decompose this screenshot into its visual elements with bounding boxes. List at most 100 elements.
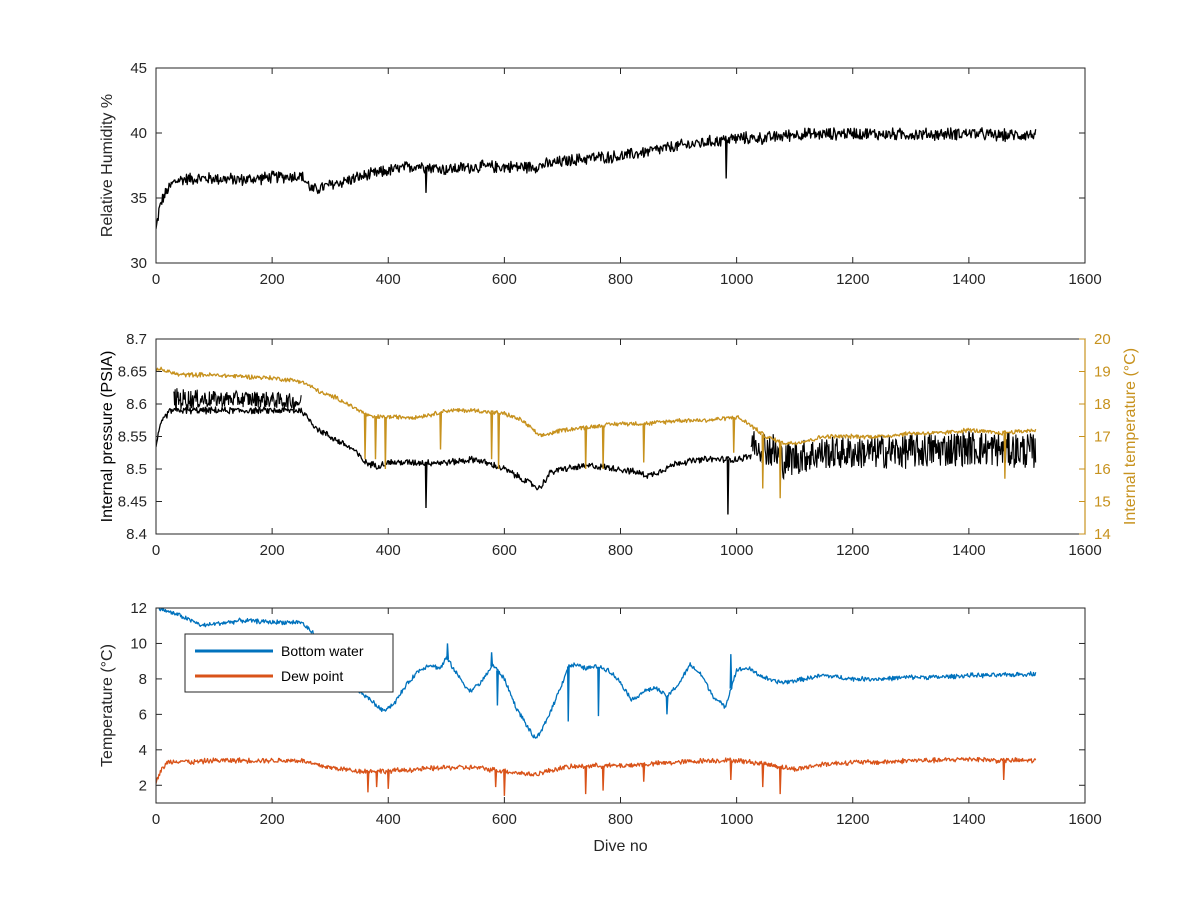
spike-mark — [729, 654, 733, 689]
spike-mark — [778, 766, 782, 795]
spike-mark — [732, 417, 736, 453]
x-tick-label: 1000 — [720, 811, 753, 828]
spike-mark — [601, 765, 605, 791]
x-tick-label: 800 — [608, 271, 633, 288]
spike-mark — [584, 766, 588, 795]
spike-mark — [642, 423, 646, 463]
y-tick-label: 4 — [139, 742, 147, 759]
spike-mark — [496, 670, 499, 706]
y-axis-label: Internal pressure (PSIA) — [99, 351, 116, 523]
spike-mark — [384, 416, 387, 470]
x-tick-label: 400 — [376, 811, 401, 828]
spike-mark — [503, 771, 506, 796]
x-tick-label: 1200 — [836, 542, 869, 559]
y-tick-label: 8.7 — [126, 331, 147, 348]
y-tick-label: 8.6 — [126, 396, 147, 413]
x-tick-label: 400 — [376, 542, 401, 559]
y-tick-label: 30 — [130, 255, 147, 272]
y2-tick-label: 19 — [1094, 364, 1111, 381]
spike-mark — [665, 696, 669, 715]
x-tick-label: 1400 — [952, 811, 985, 828]
x-axis-label: Dive no — [593, 838, 647, 855]
y-axis-label: Temperature (°C) — [99, 644, 116, 767]
x-tick-label: 800 — [608, 542, 633, 559]
x-tick-label: 1200 — [836, 811, 869, 828]
x-tick-label: 1000 — [720, 542, 753, 559]
spike-mark — [386, 771, 390, 789]
band-series-1-1 — [173, 388, 302, 411]
x-tick-label: 200 — [260, 811, 285, 828]
x-tick-label: 800 — [608, 811, 633, 828]
line-series-1-0 — [156, 406, 752, 491]
x-tick-label: 600 — [492, 271, 517, 288]
legend-label: Dew point — [281, 668, 343, 684]
x-tick-label: 600 — [492, 542, 517, 559]
spike-mark — [584, 427, 588, 470]
spike-mark — [439, 412, 443, 450]
spike-mark — [1003, 432, 1007, 479]
spike-mark — [424, 462, 428, 509]
pressure-temperature-panel: 0 200 400 600 800 1000 1200 1400 1600 8.4 8.45 8.5 8… — [99, 331, 1139, 559]
series-group — [156, 366, 1037, 515]
spike-mark — [778, 441, 782, 499]
y-tick-label: 40 — [130, 125, 147, 142]
spike-mark — [497, 413, 501, 470]
spike-mark — [724, 139, 728, 179]
spike-mark — [424, 166, 428, 193]
spike-mark — [729, 760, 733, 780]
x-tick-label: 0 — [152, 542, 160, 559]
spike-mark — [1002, 760, 1006, 780]
x-tick-label: 200 — [260, 542, 285, 559]
y-tick-label: 35 — [130, 190, 147, 207]
y-tick-label: 8 — [139, 671, 147, 688]
spike-mark — [566, 666, 570, 722]
spike-mark — [374, 416, 378, 460]
y2-axis-label: Internal temperature (°C) — [1122, 348, 1139, 525]
x-tick-label: 1400 — [952, 542, 985, 559]
spike-mark — [490, 412, 494, 460]
y-tick-label: 8.65 — [118, 364, 147, 381]
y-tick-label: 6 — [139, 706, 147, 723]
line-series-0-0 — [156, 127, 1037, 230]
y-tick-label: 12 — [130, 600, 147, 617]
y2-tick-label: 18 — [1094, 396, 1111, 413]
spike-mark — [446, 643, 450, 660]
x-tick-label: 1000 — [720, 271, 753, 288]
legend-box — [184, 633, 394, 693]
spike-mark — [642, 764, 646, 782]
y-tick-label: 10 — [130, 635, 147, 652]
x-tick-label: 400 — [376, 271, 401, 288]
y2-tick-label: 17 — [1094, 429, 1111, 446]
x-tick-label: 600 — [492, 811, 517, 828]
band-series-1-2 — [750, 431, 1037, 481]
x-tick-label: 1400 — [952, 271, 985, 288]
y-tick-label: 8.5 — [126, 461, 147, 478]
spike-mark — [366, 771, 370, 793]
y-tick-label: 8.55 — [118, 429, 147, 446]
x-tick-label: 0 — [152, 271, 160, 288]
y-tick-label: 2 — [139, 777, 147, 794]
spike-mark — [597, 666, 601, 717]
spike-mark — [761, 434, 765, 489]
spike-mark — [601, 425, 605, 470]
line-series-bottom-water — [158, 608, 1037, 739]
spike-mark — [490, 652, 494, 667]
x-tick-label: 200 — [260, 271, 285, 288]
y-tick-label: 8.45 — [118, 494, 147, 511]
y-tick-label: 8.4 — [126, 526, 147, 543]
y-axis-label: Relative Humidity % — [99, 94, 116, 237]
humidity-panel: 0 200 400 600 800 1000 1200 1400 1600 30 35 40 45 Rel… — [99, 60, 1102, 288]
spike-mark — [726, 459, 730, 515]
plot-area — [156, 339, 1085, 534]
plot-area — [156, 68, 1085, 263]
x-tick-label: 1600 — [1068, 811, 1101, 828]
spike-mark — [363, 413, 367, 460]
series-group — [156, 608, 1037, 796]
y-tick-label: 45 — [130, 60, 147, 77]
series-group — [156, 127, 1037, 230]
legend: Bottom water Dew point — [184, 633, 394, 693]
x-tick-label: 0 — [152, 811, 160, 828]
spike-mark — [494, 769, 498, 788]
line-series-1-3 — [156, 366, 1037, 446]
